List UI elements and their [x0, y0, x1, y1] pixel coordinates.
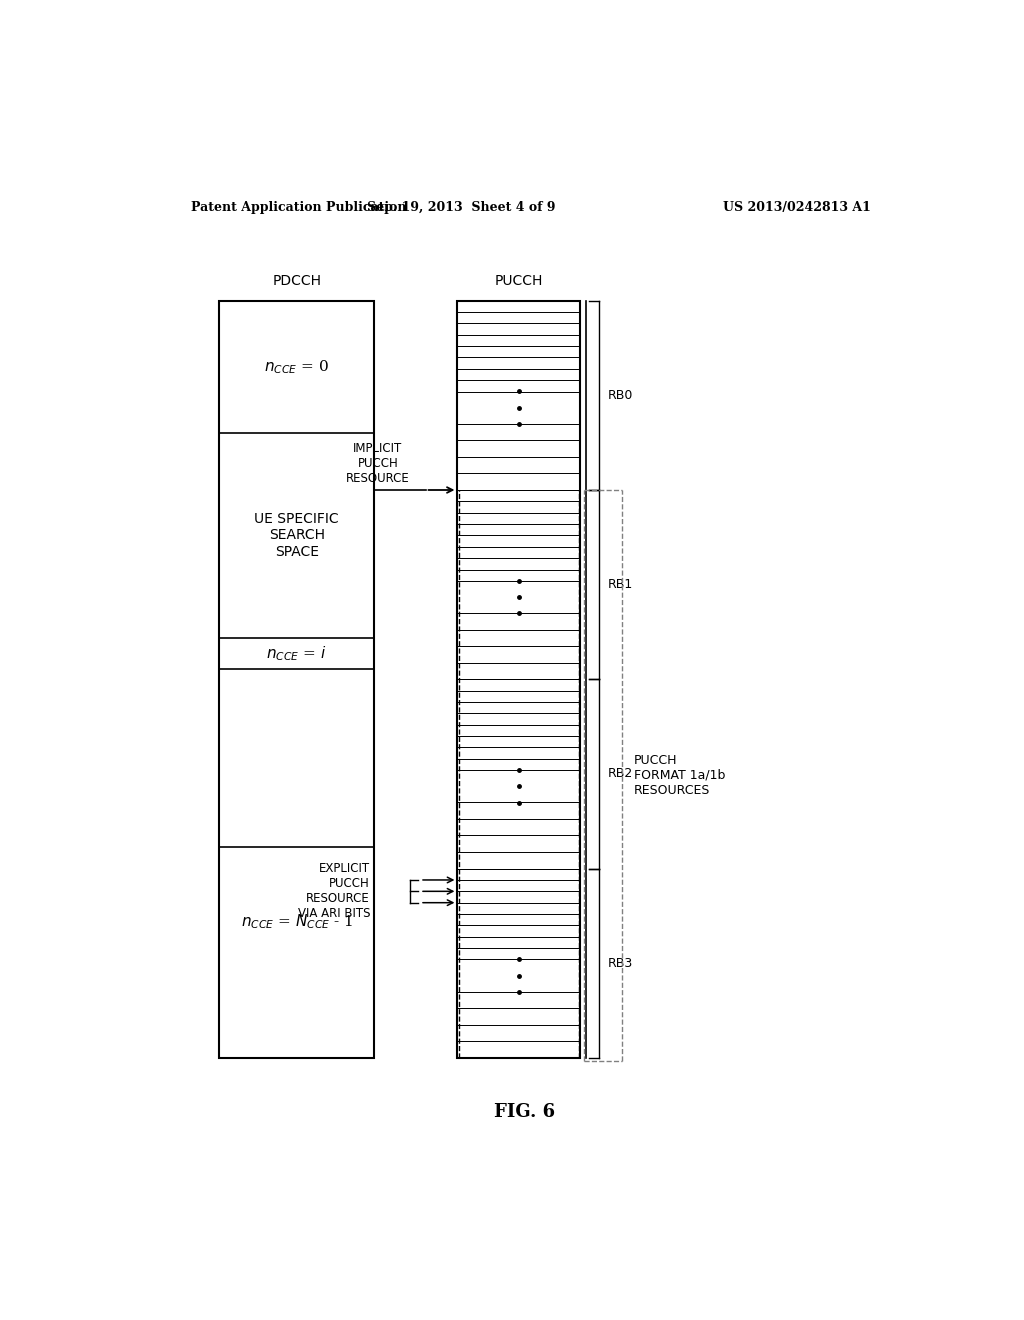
Text: RB2: RB2: [608, 767, 634, 780]
Text: IMPLICIT
PUCCH
RESOURCE: IMPLICIT PUCCH RESOURCE: [346, 442, 410, 484]
Text: $n_{\mathit{CCE}}$ = 0: $n_{\mathit{CCE}}$ = 0: [264, 358, 329, 376]
Text: EXPLICIT
PUCCH
RESOURCE
VIA ARI BITS: EXPLICIT PUCCH RESOURCE VIA ARI BITS: [298, 862, 370, 920]
Text: PUCCH
FORMAT 1a/1b
RESOURCES: PUCCH FORMAT 1a/1b RESOURCES: [634, 754, 725, 797]
Text: FIG. 6: FIG. 6: [495, 1102, 555, 1121]
Text: Sep. 19, 2013  Sheet 4 of 9: Sep. 19, 2013 Sheet 4 of 9: [367, 201, 556, 214]
Text: PDCCH: PDCCH: [272, 275, 322, 289]
Text: RB1: RB1: [608, 578, 634, 591]
Text: RB3: RB3: [608, 957, 634, 970]
Text: UE SPECIFIC
SEARCH
SPACE: UE SPECIFIC SEARCH SPACE: [254, 512, 339, 558]
Text: RB0: RB0: [608, 389, 634, 401]
Bar: [219, 301, 374, 1057]
Bar: [458, 301, 581, 1057]
Text: $n_{\mathit{CCE}}$ = $i$: $n_{\mathit{CCE}}$ = $i$: [266, 644, 327, 663]
Text: US 2013/0242813 A1: US 2013/0242813 A1: [723, 201, 871, 214]
Text: PUCCH: PUCCH: [495, 275, 543, 289]
Text: $n_{\mathit{CCE}}$ = $N_{\mathit{CCE}}$ - 1: $n_{\mathit{CCE}}$ = $N_{\mathit{CCE}}$ …: [241, 912, 352, 931]
Text: Patent Application Publication: Patent Application Publication: [191, 201, 407, 214]
